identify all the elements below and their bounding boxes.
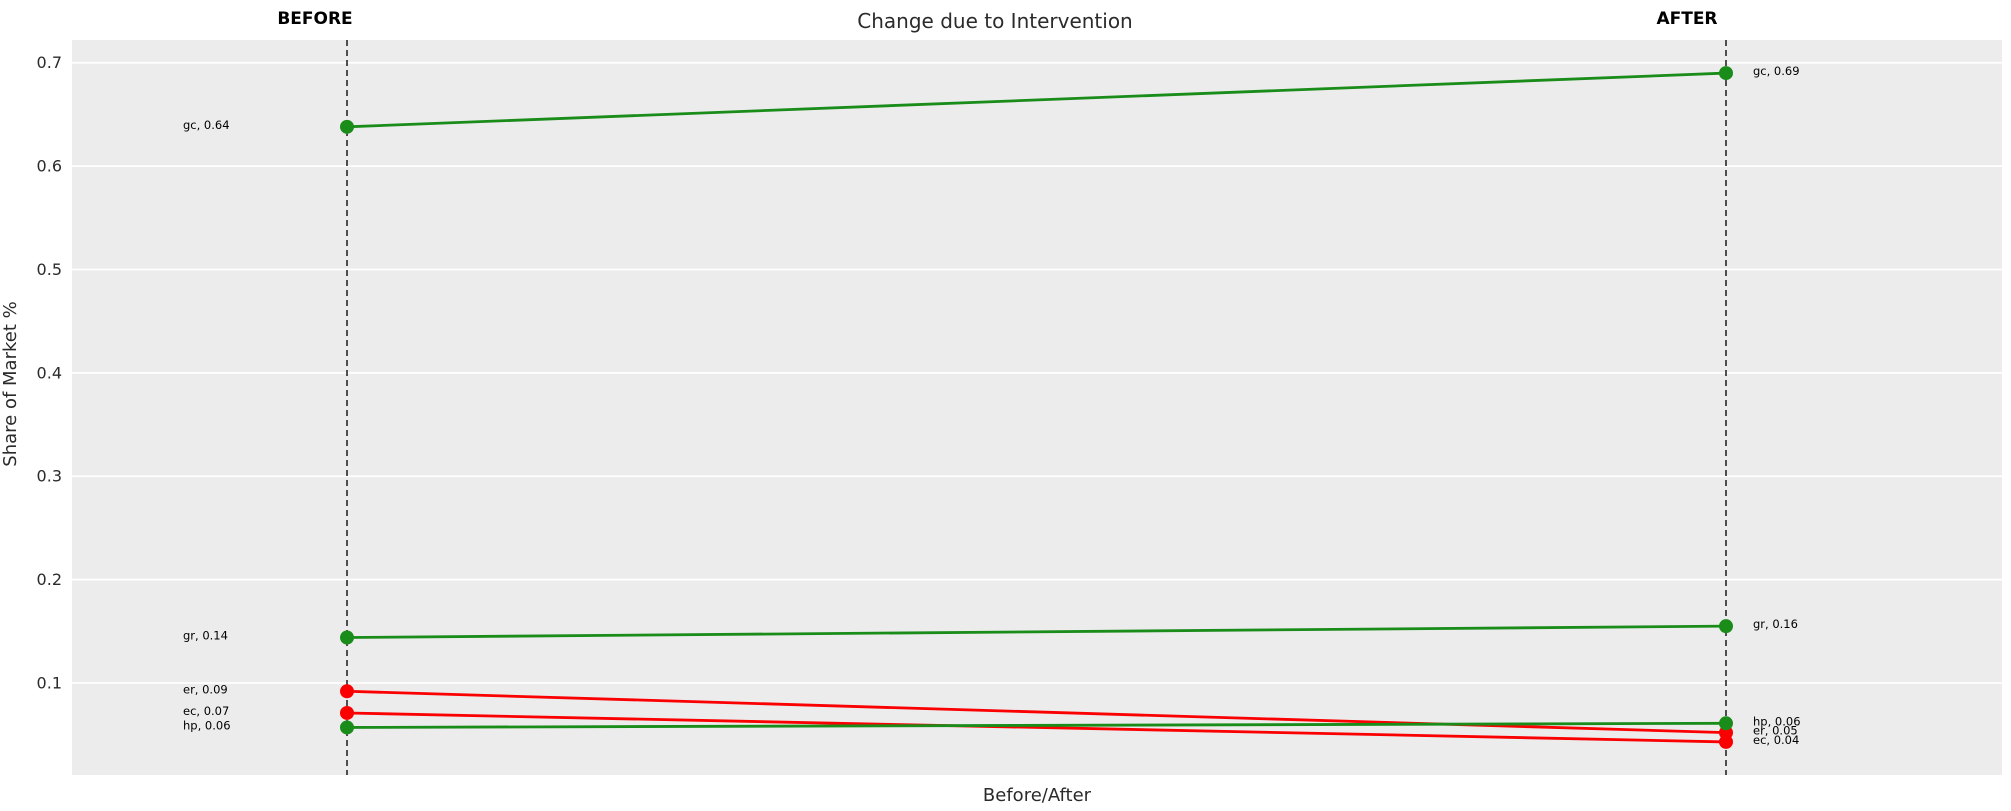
slope-line-gc (346, 71, 1727, 129)
y-tick-label: 0.4 (37, 363, 62, 382)
slope-line-gr (346, 624, 1727, 639)
point-ec-before (340, 705, 354, 720)
slope-line-ec (346, 711, 1727, 744)
y-tick-label: 0.2 (37, 570, 62, 589)
label-er-before: er, 0.09 (183, 682, 228, 696)
y-tick-label: 0.6 (37, 157, 62, 176)
slope-line-hp (346, 721, 1727, 729)
label-gc-after: gc, 0.69 (1753, 64, 1800, 78)
point-er-before (340, 684, 354, 699)
chart-title: Change due to Intervention (857, 9, 1132, 33)
y-tick-label: 0.5 (37, 260, 62, 279)
label-gr-before: gr, 0.14 (183, 629, 228, 643)
plot-area (72, 40, 2002, 775)
after-column-header: AFTER (1656, 9, 1717, 29)
point-gc-before (340, 119, 354, 134)
point-gc-after (1719, 66, 1733, 81)
label-hp-before: hp, 0.06 (183, 718, 231, 732)
slope-line-er (346, 689, 1727, 735)
point-hp-after (1719, 716, 1733, 731)
point-gr-before (340, 630, 354, 645)
point-ec-after (1719, 734, 1733, 749)
label-er-after: er, 0.05 (1753, 724, 1798, 738)
before-column-header: BEFORE (277, 9, 352, 29)
y-tick-label: 0.7 (37, 53, 62, 72)
y-axis-label: Share of Market % (0, 301, 21, 466)
label-ec-after: ec, 0.04 (1753, 733, 1799, 747)
point-hp-before (340, 720, 354, 735)
label-gc-before: gc, 0.64 (183, 118, 230, 132)
x-axis-label: Before/After (983, 785, 1092, 806)
point-gr-after (1719, 619, 1733, 634)
label-gr-after: gr, 0.16 (1753, 617, 1798, 631)
y-tick-label: 0.1 (37, 673, 62, 692)
y-tick-label: 0.3 (37, 467, 62, 486)
label-ec-before: ec, 0.07 (183, 704, 229, 718)
label-hp-after: hp, 0.06 (1753, 714, 1801, 728)
